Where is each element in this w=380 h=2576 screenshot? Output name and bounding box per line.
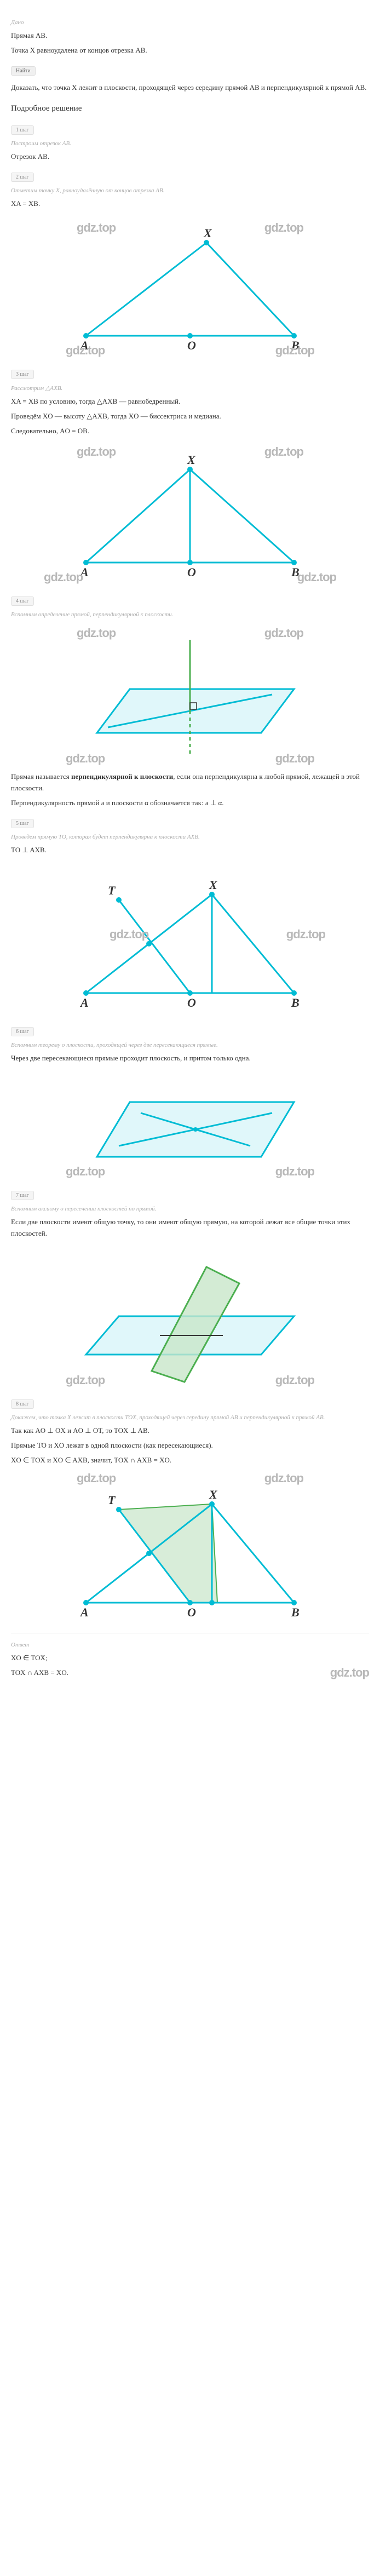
- watermark: gdz.top: [44, 570, 83, 584]
- step-note: Вспомним аксиому о пересечении плоскосте…: [11, 1206, 369, 1212]
- find-line1: Доказать, что точка X лежит в плоскости,…: [11, 82, 369, 94]
- watermark: gdz.top: [275, 1373, 314, 1387]
- given-line1: Прямая AB.: [11, 30, 369, 42]
- watermark: gdz.top: [77, 626, 116, 640]
- step-badge: 4 шаг: [11, 596, 34, 606]
- axiom-intersection: Если две плоскости имеют общую точку, то…: [11, 1217, 369, 1240]
- svg-text:X: X: [187, 453, 196, 467]
- step-note: Вспомним определение прямой, перпендикул…: [11, 611, 369, 618]
- step-note: Докажем, что точка X лежит в плоскости T…: [11, 1414, 369, 1421]
- watermark: gdz.top: [297, 570, 336, 584]
- watermark: gdz.top: [66, 1164, 105, 1179]
- diagram-final: gdz.top gdz.top A O B X T: [11, 1471, 369, 1625]
- step-note: Вспомним теорему о плоскости, проходящей…: [11, 1042, 369, 1048]
- watermark: gdz.top: [264, 445, 303, 459]
- svg-text:B: B: [291, 996, 300, 1009]
- step-badge: 2 шаг: [11, 173, 34, 182]
- watermark: gdz.top: [264, 626, 303, 640]
- step-body: Так как AO ⊥ OX и AO ⊥ OT, то TOX ⊥ AB.: [11, 1425, 369, 1437]
- step-note: Проведём прямую TO, которая будет перпен…: [11, 834, 369, 840]
- step-badge: 7 шаг: [11, 1191, 34, 1200]
- svg-text:X: X: [203, 226, 212, 240]
- watermark: gdz.top: [286, 927, 325, 942]
- step-body: XA = XB по условию, тогда △AXB — равнобе…: [11, 396, 369, 408]
- step-badge: 5 шаг: [11, 819, 34, 828]
- watermark: gdz.top: [77, 1471, 116, 1485]
- step-note: Построим отрезок AB.: [11, 140, 369, 147]
- diagram-plane-two-lines: gdz.top gdz.top: [11, 1069, 369, 1179]
- step-badge: 3 шаг: [11, 370, 34, 379]
- given-line2: Точка X равноудалена от концов отрезка A…: [11, 45, 369, 56]
- svg-text:X: X: [209, 878, 218, 892]
- step-badge: 8 шаг: [11, 1399, 34, 1409]
- diagram-triangle-t: A O B X T gdz.top gdz.top: [11, 862, 369, 1015]
- watermark: gdz.top: [275, 343, 314, 358]
- svg-text:A: A: [79, 1605, 89, 1619]
- svg-text:O: O: [187, 339, 196, 352]
- watermark: gdz.top: [275, 751, 314, 766]
- diagram-plane-perp: gdz.top gdz.top gdz.top gdz.top: [11, 623, 369, 766]
- watermark: gdz.top: [264, 221, 303, 235]
- watermark: gdz.top: [66, 1373, 105, 1387]
- step-badge: 6 шаг: [11, 1027, 34, 1036]
- step-body: Прямые TO и XO лежат в одной плоскости (…: [11, 1440, 369, 1451]
- svg-text:X: X: [209, 1488, 218, 1501]
- watermark: gdz.top: [77, 221, 116, 235]
- svg-text:T: T: [108, 1493, 116, 1507]
- step-note: Рассмотрим △AXB.: [11, 385, 369, 392]
- step-badge: 1 шаг: [11, 125, 34, 135]
- perp-def: Прямая называется перпендикулярной к пло…: [11, 771, 369, 794]
- dano-label: Дано: [11, 19, 369, 26]
- watermark: gdz.top: [77, 445, 116, 459]
- svg-text:O: O: [187, 1605, 196, 1619]
- step-body: Следовательно, AO = OB.: [11, 426, 369, 437]
- svg-text:A: A: [79, 996, 89, 1009]
- step-note: Отметим точку X, равноудалённую от концо…: [11, 187, 369, 194]
- step-body: Проведём XO — высоту △AXB, тогда XO — би…: [11, 411, 369, 422]
- perp-notation: Перпендикулярность прямой a и плоскости …: [11, 798, 369, 809]
- answer-line1: XO ∈ TOX;: [11, 1653, 369, 1664]
- svg-text:O: O: [187, 565, 196, 579]
- answer-line2: TOX ∩ AXB = XO.: [11, 1667, 369, 1679]
- theorem-two-lines: Через две пересекающиеся прямые проходит…: [11, 1053, 369, 1064]
- watermark: gdz.top: [264, 1471, 303, 1485]
- naiti-badge: Найти: [11, 66, 36, 76]
- otvet-label: Ответ: [11, 1642, 369, 1648]
- diagram-triangle-height: gdz.top gdz.top A O B X gdz.top gdz.top: [11, 442, 369, 584]
- step-body: XA = XB.: [11, 198, 369, 210]
- step-body: TO ⊥ AXB.: [11, 845, 369, 856]
- svg-text:T: T: [108, 883, 116, 897]
- step-body: XO ∈ TOX и XO ∈ AXB, значит, TOX ∩ AXB =…: [11, 1455, 369, 1466]
- svg-text:B: B: [291, 1605, 300, 1619]
- solution-heading: Подробное решение: [11, 104, 369, 113]
- watermark: gdz.top: [330, 1666, 369, 1680]
- svg-text:O: O: [187, 996, 196, 1009]
- watermark: gdz.top: [66, 343, 105, 358]
- diagram-two-planes: gdz.top gdz.top: [11, 1245, 369, 1387]
- watermark: gdz.top: [110, 927, 148, 942]
- watermark: gdz.top: [66, 751, 105, 766]
- diagram-triangle-axb: gdz.top gdz.top A O B X gdz.top gdz.top: [11, 215, 369, 358]
- watermark: gdz.top: [275, 1164, 314, 1179]
- step-body: Отрезок AB.: [11, 151, 369, 163]
